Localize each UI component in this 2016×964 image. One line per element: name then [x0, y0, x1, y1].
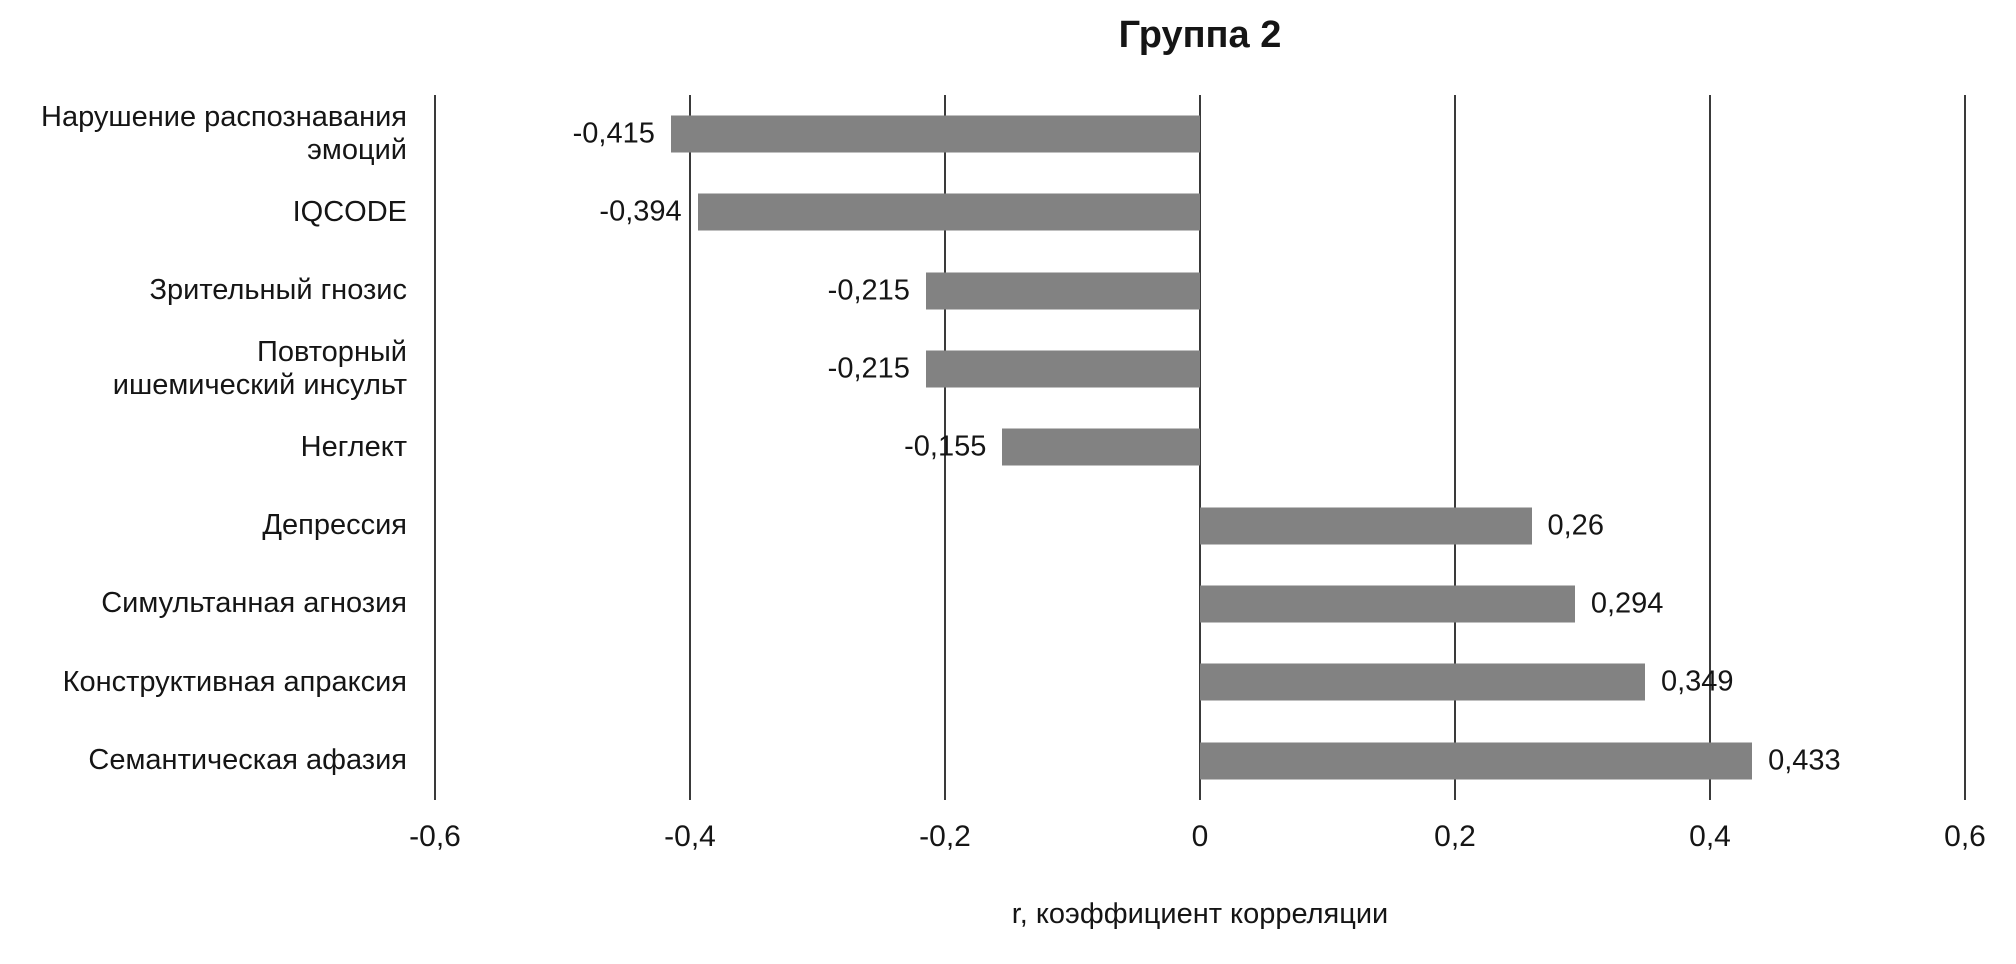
bar-row: -0,215	[435, 252, 1965, 330]
bar-row: -0,215	[435, 330, 1965, 408]
bar-row: -0,155	[435, 408, 1965, 486]
category-label: Зрительный гнозис	[149, 274, 407, 307]
category-label: Повторный ишемический инсульт	[112, 335, 407, 402]
bar	[1002, 428, 1200, 466]
bar	[1200, 663, 1645, 701]
x-tick-label: 0,4	[1689, 820, 1731, 853]
bar-value-label: -0,155	[904, 430, 987, 463]
x-tick-label: 0,2	[1434, 820, 1476, 853]
gridline	[434, 95, 436, 800]
bar-value-label: -0,215	[827, 352, 910, 385]
category-label: Депрессия	[262, 509, 407, 542]
gridline	[1709, 95, 1711, 800]
bar	[925, 350, 1200, 388]
category-label: Семантическая афазия	[88, 744, 407, 777]
gridline	[1199, 95, 1201, 800]
x-tick-label: 0	[1191, 820, 1209, 853]
x-axis-ticks: -0,6 -0,4 -0,2 0 0,2 0,4 0,6	[409, 820, 1986, 862]
category-axis: Нарушение распознавания эмоций IQCODE Зрит…	[0, 95, 421, 800]
x-tick-label: -0,2	[919, 820, 971, 853]
gridline	[1964, 95, 1966, 800]
bar-value-label: 0,433	[1768, 744, 1841, 777]
bar-value-label: 0,349	[1660, 665, 1734, 698]
bar-row: 0,349	[435, 643, 1965, 721]
bar-row: 0,294	[435, 565, 1965, 643]
bar-value-label: -0,394	[599, 195, 682, 228]
x-tick-label: -0,6	[409, 820, 461, 853]
x-tick-label: -0,4	[664, 820, 716, 853]
bar	[670, 115, 1200, 153]
category-label: Нарушение распознавания эмоций	[41, 100, 407, 167]
bar	[1200, 507, 1532, 545]
gridline	[944, 95, 946, 800]
gridline	[1454, 95, 1456, 800]
bar-value-label: 0,294	[1590, 587, 1664, 620]
bar	[1200, 742, 1753, 780]
bar-value-label: 0,26	[1547, 509, 1604, 542]
category-label: Симультанная агнозия	[101, 587, 407, 620]
bar-value-label: -0,415	[572, 117, 655, 150]
chart-title: Группа 2	[1118, 14, 1282, 56]
bar-row: 0,433	[435, 722, 1965, 800]
bar	[925, 272, 1200, 310]
bar	[697, 193, 1200, 231]
category-label: Неглект	[300, 430, 407, 463]
bar-row: -0,394	[435, 173, 1965, 251]
x-axis-title: r, коэффициент корреляции	[1011, 898, 1389, 930]
gridline	[689, 95, 691, 800]
bar-row: -0,415	[435, 95, 1965, 173]
plot-area: -0,415 -0,394 -0,215 -0,215 -0,155 0,26 0,294 0…	[434, 95, 1966, 800]
category-label: IQCODE	[292, 195, 407, 228]
bar-value-label: -0,215	[827, 274, 910, 307]
category-label: Конструктивная апраксия	[62, 665, 407, 698]
x-tick-label: 0,6	[1944, 820, 1986, 853]
bar-row: 0,26	[435, 487, 1965, 565]
bar	[1200, 585, 1575, 623]
